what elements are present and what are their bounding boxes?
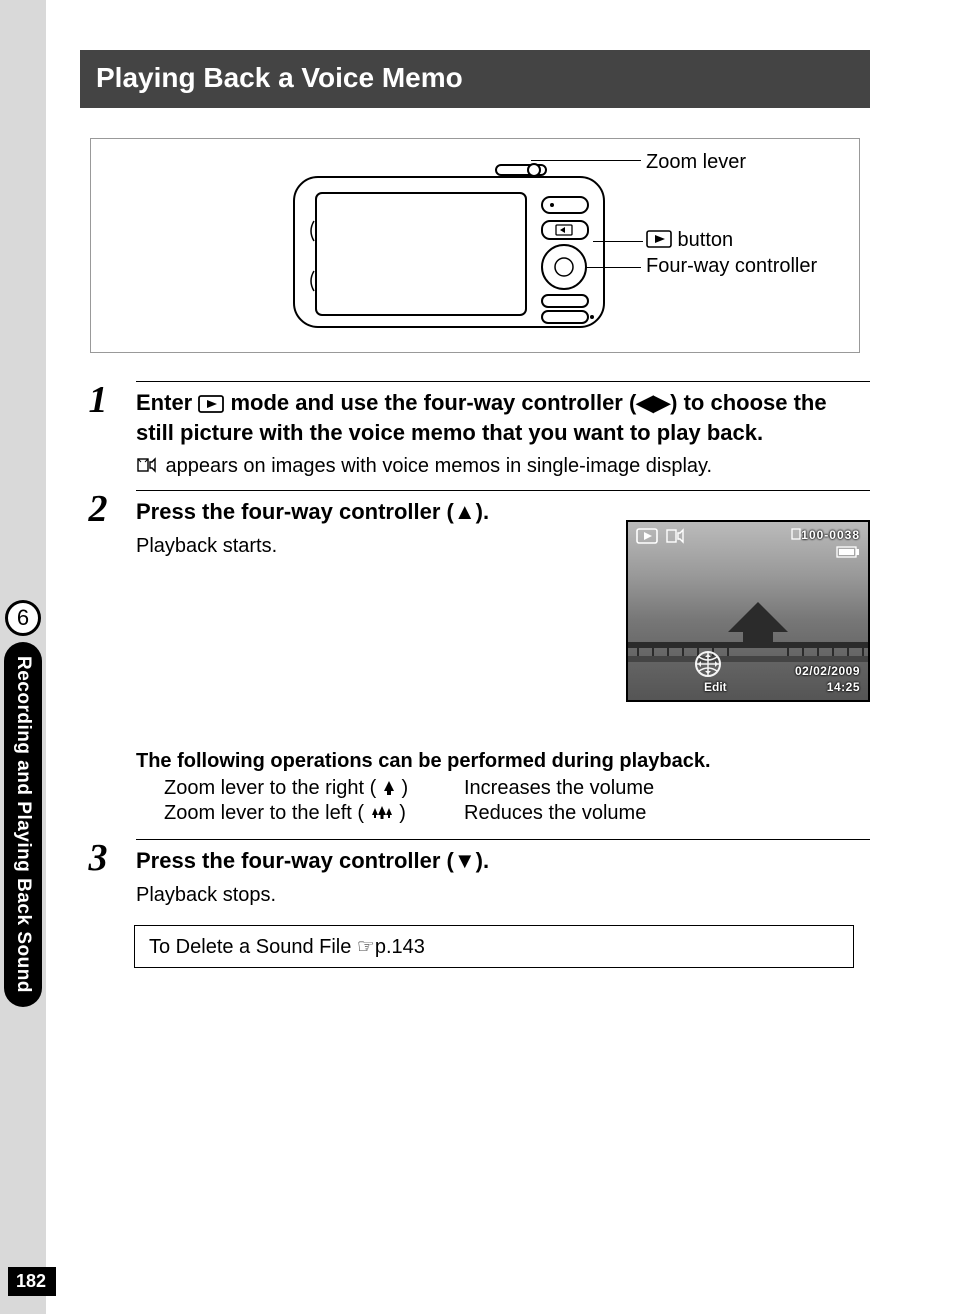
step-1-body: appears on images with voice memos in si… (136, 453, 870, 480)
text: appears on images with voice memos in si… (160, 455, 712, 477)
text: Enter (136, 390, 198, 415)
section-title: Playing Back a Voice Memo (80, 50, 870, 108)
page-number: 182 (8, 1267, 56, 1296)
step-1: 1 Enter mode and use the four-way contro… (80, 381, 870, 480)
op-row-right: Reduces the volume (464, 802, 870, 825)
label-zoom-lever: Zoom lever (646, 151, 746, 174)
text: 100-0038 (801, 528, 860, 542)
scene-silhouette (628, 592, 870, 662)
voice-memo-icon (666, 528, 688, 544)
tree-single-icon (382, 780, 396, 796)
battery-icon (836, 546, 860, 561)
lcd-time: 14:25 (827, 680, 860, 694)
playback-icon (198, 395, 224, 413)
step-number: 2 (80, 490, 116, 825)
camera-diagram: Zoom lever button Four-way controller (90, 138, 860, 353)
op-row-left: Zoom lever to the left ( ) (164, 802, 464, 825)
step-3: 3 Press the four-way controller (▼). Pla… (80, 839, 870, 909)
playback-icon (646, 230, 672, 248)
step-3-body: Playback stops. (136, 882, 870, 909)
op-row-right: Increases the volume (464, 777, 870, 800)
step-1-heading: Enter mode and use the four-way controll… (136, 388, 870, 447)
label-play-button: button (646, 229, 733, 252)
label-four-way: Four-way controller (646, 255, 817, 278)
text: Zoom lever to the right ( (164, 777, 376, 799)
voice-memo-icon (136, 456, 160, 474)
operations-heading: The following operations can be performe… (136, 750, 870, 773)
leader-line (593, 241, 643, 242)
steps-list: 1 Enter mode and use the four-way contro… (80, 381, 870, 909)
text: ) (401, 777, 408, 799)
card-icon (791, 528, 801, 540)
lcd-screenshot: 100-0038 (626, 520, 870, 702)
text: ) (399, 802, 406, 824)
lcd-date: 02/02/2009 (795, 664, 860, 678)
step-number: 3 (80, 839, 116, 909)
label-play-text: button (672, 229, 733, 251)
operations-block: The following operations can be performe… (136, 750, 870, 825)
left-right-arrows: ◀▶ (636, 390, 670, 415)
leader-line (531, 160, 641, 161)
text: Zoom lever to the left ( (164, 802, 364, 824)
tree-multi-icon (370, 805, 394, 821)
chapter-side-tab: 6 Recording and Playing Back Sound (2, 600, 44, 1080)
note-crossref: To Delete a Sound File ☞p.143 (134, 925, 854, 968)
chapter-label: Recording and Playing Back Sound (4, 656, 42, 993)
nav-globe-icon (694, 650, 722, 678)
lcd-filenum: 100-0038 (791, 528, 860, 542)
op-row-left: Zoom lever to the right ( ) (164, 777, 464, 800)
chapter-label-bar: Recording and Playing Back Sound (4, 642, 42, 1007)
lcd-edit-label: Edit (704, 680, 727, 694)
step-number: 1 (80, 381, 116, 480)
playback-mode-icon (636, 528, 658, 544)
step-2: 2 Press the four-way controller (▲). Pla… (80, 490, 870, 825)
step-3-heading: Press the four-way controller (▼). (136, 846, 870, 876)
leader-line (586, 267, 641, 268)
page-content: Playing Back a Voice Memo (80, 50, 870, 968)
text: mode and use the four-way controller ( (224, 390, 636, 415)
camera-illustration (286, 159, 646, 339)
chapter-number-badge: 6 (5, 600, 41, 636)
